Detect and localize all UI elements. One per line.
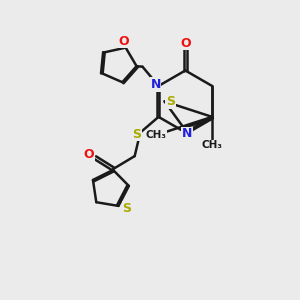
Text: S: S (122, 202, 131, 215)
Text: O: O (118, 35, 129, 48)
Text: S: S (132, 128, 141, 141)
Text: N: N (150, 78, 161, 91)
Text: CH₃: CH₃ (202, 140, 223, 150)
Text: O: O (83, 148, 94, 161)
Text: N: N (182, 127, 192, 140)
Text: S: S (166, 95, 175, 108)
Text: CH₃: CH₃ (145, 130, 166, 140)
Text: O: O (180, 37, 190, 50)
